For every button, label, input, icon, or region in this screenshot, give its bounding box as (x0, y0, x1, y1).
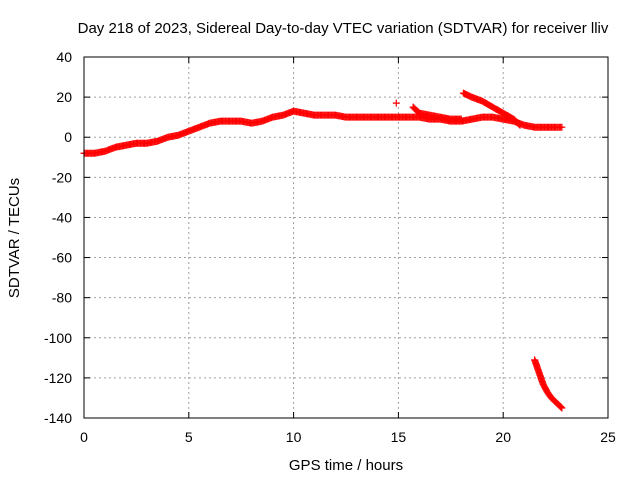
y-tick-label: -100 (44, 330, 72, 346)
chart-title: Day 218 of 2023, Sidereal Day-to-day VTE… (78, 20, 609, 37)
x-tick-label: 5 (185, 429, 193, 445)
x-axis-title: GPS time / hours (289, 457, 403, 474)
y-tick-label: -140 (44, 410, 72, 426)
axis-ticks: 0 5 10 15 20 25 40 20 0 -20 -40 -60 -80 -100 -120 -140 (44, 49, 616, 445)
y-tick-label: 40 (56, 49, 72, 65)
data-point (558, 123, 566, 131)
x-tick-label: 10 (286, 429, 302, 445)
data-points (80, 89, 566, 412)
data-point (556, 403, 564, 411)
x-tick-label: 25 (600, 429, 616, 445)
x-tick-label: 0 (80, 429, 88, 445)
grid-lines (84, 57, 608, 418)
y-tick-label: -120 (44, 370, 72, 386)
y-tick-label: 20 (56, 89, 72, 105)
x-tick-label: 15 (391, 429, 407, 445)
y-axis-title: SDTVAR / TECUs (6, 178, 23, 298)
y-tick-label: -20 (52, 169, 72, 185)
y-tick-label: -80 (52, 290, 72, 306)
y-tick-label: -40 (52, 209, 72, 225)
data-point (457, 115, 465, 123)
data-point (558, 404, 566, 412)
x-tick-label: 20 (495, 429, 511, 445)
data-point (392, 99, 400, 107)
y-tick-label: -60 (52, 250, 72, 266)
plot-frame (83, 56, 609, 419)
y-tick-label: 0 (64, 129, 72, 145)
data-point (516, 121, 524, 129)
data-point (557, 403, 565, 411)
data-point (515, 120, 523, 128)
